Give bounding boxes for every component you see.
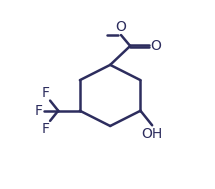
Text: O: O — [116, 20, 126, 34]
Text: F: F — [35, 104, 43, 118]
Text: OH: OH — [141, 127, 163, 141]
Text: O: O — [150, 39, 161, 53]
Text: F: F — [41, 122, 49, 136]
Text: F: F — [41, 86, 49, 100]
